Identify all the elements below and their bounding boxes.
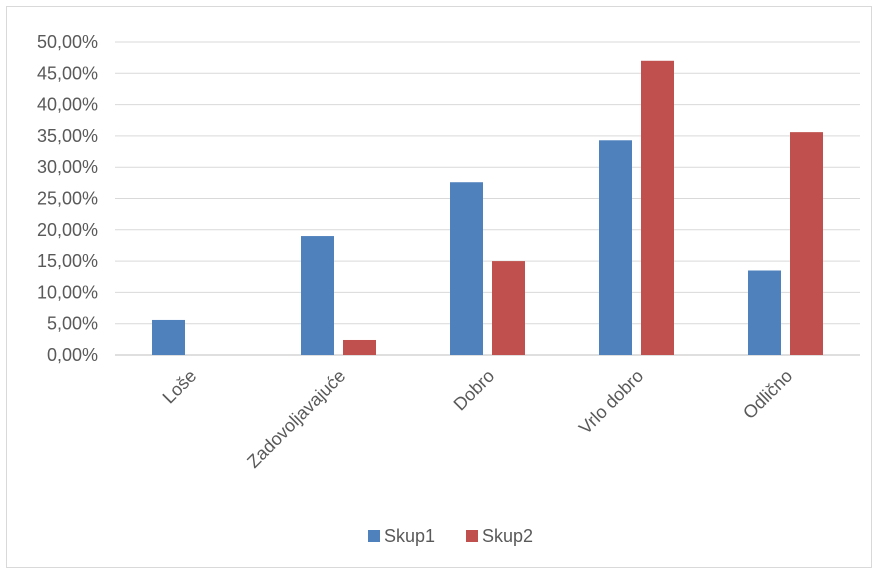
bar-skup2-1 [343, 339, 376, 355]
y-tick-label: 25,00% [37, 189, 98, 209]
x-category-label: Zadovoljavajuće [243, 366, 349, 472]
bar-skup1-4 [748, 270, 781, 355]
y-tick-label: 10,00% [37, 282, 98, 302]
gridlines [115, 41, 860, 356]
chart-frame [6, 6, 872, 568]
bar-skup1-1 [301, 236, 334, 355]
bars [152, 60, 823, 355]
legend-swatch-skup1 [368, 530, 380, 542]
y-tick-label: 20,00% [37, 220, 98, 240]
bar-skup2-3 [641, 60, 674, 355]
legend-swatch-skup2 [466, 530, 478, 542]
x-axis-categories: Loše Zadovoljavajuće Dobro Vrlo dobro Odličn… [159, 366, 797, 472]
y-tick-label: 15,00% [37, 251, 98, 271]
y-tick-label: 35,00% [37, 126, 98, 146]
legend-label-skup2: Skup2 [482, 526, 533, 546]
y-axis-ticks: 0,00% 5,00% 10,00% 15,00% 20,00% 25,00% 30,00%… [37, 32, 98, 365]
x-category-label: Dobro [450, 366, 499, 415]
y-tick-label: 5,00% [47, 314, 98, 334]
bar-skup2-2 [492, 261, 525, 355]
y-tick-label: 40,00% [37, 95, 98, 115]
y-tick-label: 0,00% [47, 345, 98, 365]
legend-label-skup1: Skup1 [384, 526, 435, 546]
bar-skup2-4 [790, 132, 823, 355]
bar-skup1-2 [450, 182, 483, 355]
bar-skup1-3 [599, 140, 632, 355]
y-tick-label: 50,00% [37, 32, 98, 52]
y-tick-label: 45,00% [37, 63, 98, 83]
y-tick-label: 30,00% [37, 157, 98, 177]
x-category-label: Loše [159, 366, 201, 408]
x-category-label: Odlično [739, 366, 796, 423]
legend: Skup1 Skup2 [368, 526, 533, 546]
bar-skup1-0 [152, 319, 185, 355]
x-category-label: Vrlo dobro [575, 366, 647, 438]
